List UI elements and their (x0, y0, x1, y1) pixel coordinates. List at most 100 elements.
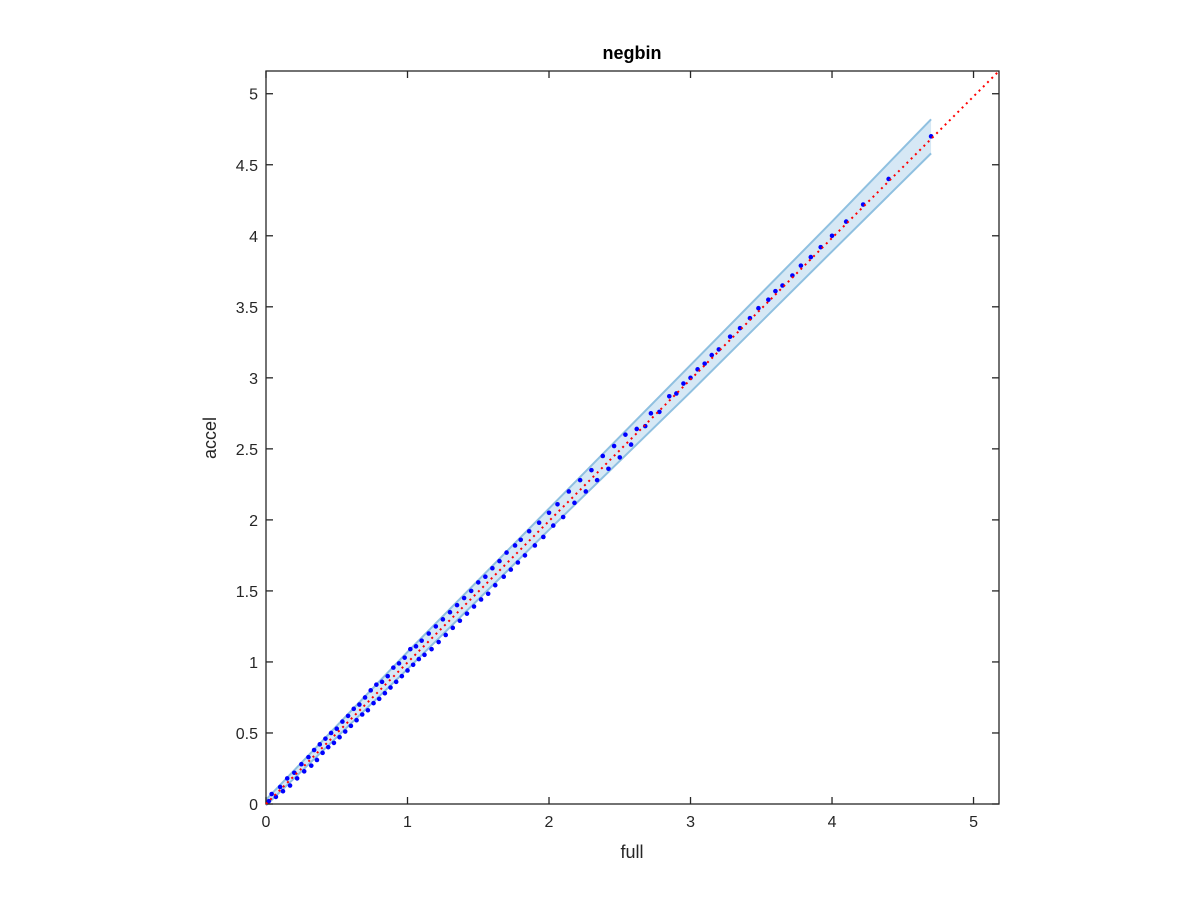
data-point (337, 734, 342, 740)
data-point (611, 443, 617, 449)
data-point (311, 747, 317, 753)
data-point (280, 788, 286, 794)
data-point (560, 514, 566, 520)
data-point (572, 500, 577, 506)
data-point (617, 455, 623, 460)
y-tick-label: 1 (249, 655, 258, 672)
data-point (818, 244, 824, 250)
x-tick-label: 5 (969, 814, 978, 831)
plot-frame (265, 70, 1000, 805)
data-point (426, 631, 432, 636)
data-point (461, 595, 467, 601)
data-point (301, 769, 307, 774)
data-point (266, 798, 272, 804)
data-point (450, 625, 456, 631)
data-point (376, 696, 382, 702)
data-point (340, 719, 345, 724)
data-point (508, 567, 514, 572)
data-point (328, 730, 334, 736)
data-point (702, 361, 707, 366)
data-point (382, 690, 388, 696)
data-point (454, 602, 460, 608)
data-point (334, 726, 340, 732)
data-point (416, 656, 422, 662)
data-point (541, 534, 546, 540)
data-point (345, 713, 351, 719)
data-point (648, 411, 654, 416)
data-point (385, 673, 390, 679)
data-point (515, 560, 521, 565)
data-point (566, 489, 572, 494)
data-point (634, 426, 640, 432)
data-point (606, 466, 611, 472)
y-tick-label: 4.5 (236, 158, 258, 175)
confidence-band (265, 118, 932, 807)
data-point (471, 604, 477, 609)
data-point (317, 742, 323, 747)
data-point (351, 706, 357, 712)
data-point (419, 638, 424, 643)
data-point (277, 784, 283, 790)
data-point (365, 707, 371, 713)
data-point (348, 723, 354, 729)
data-point (354, 717, 359, 723)
data-point (555, 501, 560, 507)
y-tick-label: 4 (249, 229, 258, 246)
data-point (532, 543, 538, 548)
data-points (266, 134, 934, 804)
y-tick-label: 2.5 (236, 442, 258, 459)
data-point (478, 597, 484, 602)
data-point (410, 662, 416, 668)
data-point (371, 700, 376, 706)
data-point (323, 736, 328, 741)
data-point (269, 791, 274, 797)
data-point (766, 297, 771, 303)
data-point (492, 582, 498, 588)
data-point (464, 611, 470, 616)
data-point (518, 537, 524, 543)
data-point (737, 325, 743, 331)
x-tick-label: 4 (828, 814, 837, 831)
data-point (583, 489, 589, 494)
data-point (457, 618, 463, 624)
data-point (342, 729, 348, 734)
data-point (497, 558, 502, 564)
data-point (422, 652, 427, 658)
data-point (727, 334, 733, 339)
data-point (550, 523, 556, 528)
data-point (522, 553, 528, 558)
data-point (546, 510, 552, 516)
data-point (287, 783, 293, 788)
data-point (357, 702, 362, 707)
data-point (443, 632, 449, 638)
data-point (408, 646, 413, 652)
data-point (504, 550, 509, 555)
data-point (577, 477, 583, 483)
data-point (396, 661, 402, 666)
data-point (526, 528, 532, 534)
data-point (589, 467, 594, 473)
data-point (628, 442, 634, 447)
data-point (429, 646, 434, 652)
y-tick-label: 1.5 (236, 584, 258, 601)
data-point (433, 624, 439, 629)
y-tick-label: 0.5 (236, 726, 258, 743)
data-point (501, 574, 507, 580)
data-point (362, 695, 368, 700)
data-point (374, 682, 379, 687)
data-point (405, 668, 410, 673)
data-point (666, 394, 672, 399)
y-axis-label: accel (200, 417, 220, 459)
data-point (359, 712, 365, 717)
y-tick-label: 0 (249, 797, 258, 814)
data-point (331, 740, 337, 746)
data-point (709, 352, 715, 358)
data-point (391, 665, 396, 670)
data-point (436, 639, 441, 645)
data-point (808, 254, 814, 260)
axis-ticks: 0 1 2 3 4 5 0 0.5 1 1.5 2 2.5 3 3.5 4 4.5 5 (236, 71, 999, 831)
data-point (756, 305, 761, 311)
data-point (294, 776, 300, 781)
y-tick-label: 2 (249, 513, 258, 530)
data-point (681, 381, 686, 386)
